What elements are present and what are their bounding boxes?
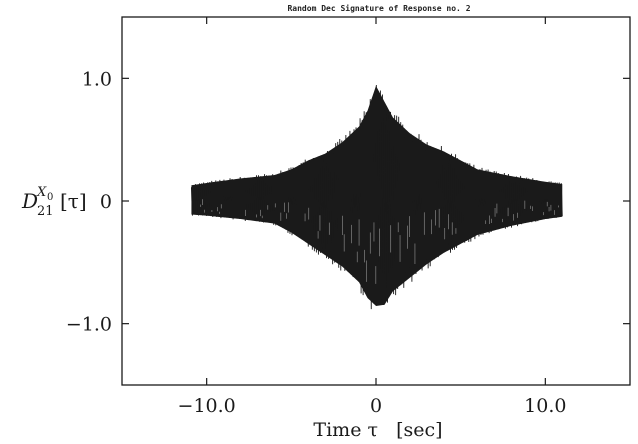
axis-ticks: −10.0 0 10.0 1.0 0 −1.0 (66, 17, 630, 417)
y-label-sup-sub: 0 (47, 192, 53, 203)
y-label-main: D (21, 189, 38, 213)
y-axis-label: D21 X 0 [τ] (21, 185, 87, 219)
y-label-sub: 21 (37, 204, 54, 219)
signal-trace (190, 84, 563, 310)
y-tick-label: 0 (100, 191, 112, 213)
x-tick-label: −10.0 (178, 395, 236, 417)
y-label-sup: X (36, 185, 47, 200)
trace-line (190, 84, 563, 310)
y-label-arg: [τ] (60, 189, 87, 213)
y-tick-label: 1.0 (82, 68, 112, 90)
x-axis-label: Time τ [sec] (313, 419, 442, 441)
x-tick-label: 0 (370, 395, 382, 417)
x-tick-label: 10.0 (524, 395, 566, 417)
chart-title: Random Dec Signature of Response no. 2 (287, 3, 470, 13)
y-tick-label: −1.0 (66, 314, 112, 336)
